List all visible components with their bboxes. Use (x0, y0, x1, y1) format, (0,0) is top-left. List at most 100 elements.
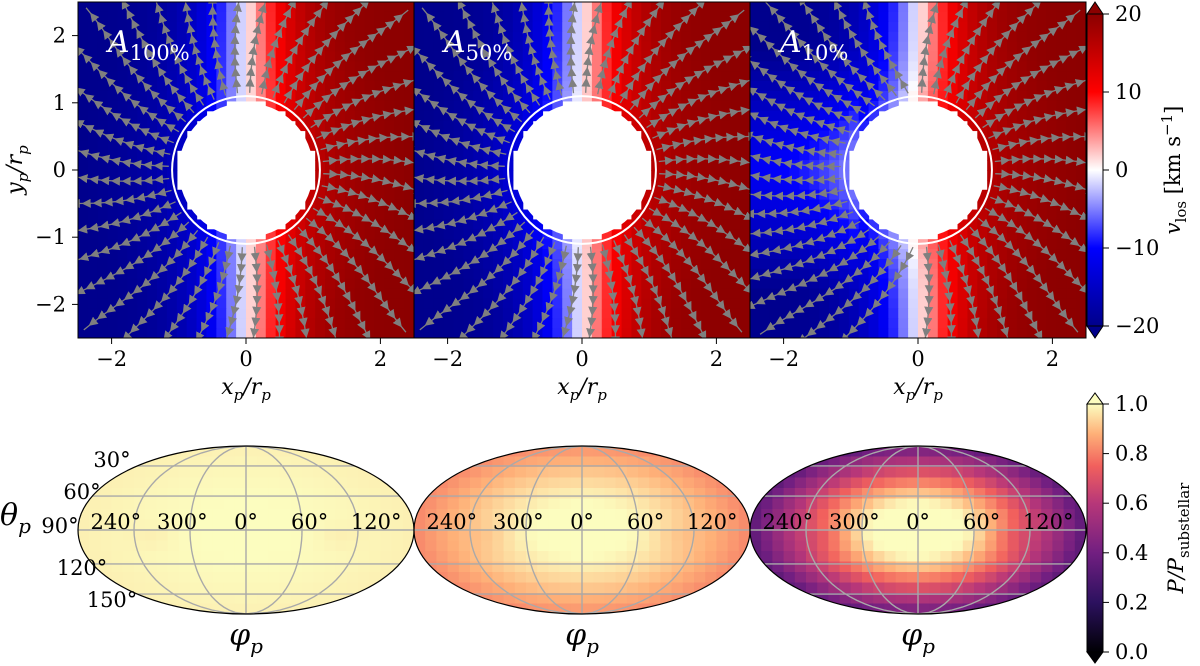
velocity-cell (512, 288, 524, 300)
pressure-cell (481, 519, 493, 531)
pressure-cell (481, 509, 493, 521)
pressure-cell (1007, 488, 1020, 500)
velocity-cell (740, 21, 750, 33)
pressure-cell (100, 519, 113, 531)
pressure-cell (694, 509, 706, 521)
velocity-cell (453, 278, 465, 290)
pressure-cell (817, 540, 829, 552)
pressure-cell (391, 509, 404, 521)
velocity-cell (621, 61, 633, 72)
pressure-cell (492, 551, 505, 563)
pressure-cell (985, 572, 997, 584)
pressure-cell (895, 456, 908, 468)
pressure-cell (134, 446, 146, 458)
velocity-cell (730, 170, 741, 181)
pressure-cell (727, 446, 740, 458)
velocity-cell (1046, 249, 1057, 260)
colorbar-tick-label: 1.0 (1115, 392, 1148, 416)
velocity-cell (196, 229, 208, 240)
velocity-cell (127, 160, 138, 171)
streamline (659, 169, 750, 208)
velocity-cell (473, 110, 484, 122)
velocity-cell (878, 229, 889, 240)
pressure-cell (570, 456, 583, 468)
velocity-cell (374, 308, 385, 319)
velocity-cell (384, 120, 395, 132)
velocity-cell (1056, 328, 1067, 338)
velocity-cell (443, 229, 455, 240)
pressure-cell (839, 488, 852, 500)
pressure-cell (391, 477, 404, 489)
pressure-cell (369, 477, 381, 489)
velocity-cell (927, 239, 939, 250)
velocity-cell (572, 308, 583, 319)
velocity-cell (433, 2, 445, 13)
colorbar-bar (1086, 403, 1104, 653)
velocity-cell (453, 229, 465, 240)
velocity-cell (769, 2, 781, 13)
pressure-cell (705, 572, 717, 584)
pressure-cell (100, 498, 113, 510)
pressure-cell (682, 488, 695, 500)
velocity-cell (344, 71, 356, 82)
pressure-cell (738, 488, 750, 500)
velocity-cell (414, 258, 425, 270)
velocity-cell (1076, 61, 1086, 72)
pressure-cell (682, 572, 695, 584)
pressure-cell (1052, 498, 1065, 510)
velocity-cell (769, 150, 781, 161)
velocity-cell (344, 328, 356, 338)
velocity-cell (878, 328, 889, 338)
velocity-cell (1026, 81, 1038, 92)
velocity-cell (779, 219, 791, 230)
pressure-cell (772, 593, 785, 605)
velocity-cell (1066, 2, 1077, 13)
velocity-cell (275, 90, 287, 102)
pressure-cell (313, 561, 325, 573)
pressure-cell (626, 509, 639, 521)
pressure-cell (884, 551, 897, 563)
velocity-cell (710, 239, 721, 250)
velocity-cell (502, 11, 514, 23)
velocity-cell (265, 328, 277, 338)
velocity-cell (759, 51, 771, 62)
pressure-cell (593, 530, 605, 542)
velocity-cell (779, 189, 791, 201)
velocity-cell (838, 179, 850, 191)
velocity-cell (97, 90, 109, 102)
velocity-cell (1046, 2, 1057, 13)
velocity-cell (1036, 140, 1048, 151)
pressure-cell (201, 530, 213, 542)
velocity-cell (997, 268, 1008, 280)
velocity-cell (433, 179, 445, 191)
velocity-cell (769, 199, 781, 211)
pressure-cell (268, 498, 281, 510)
velocity-cell (838, 130, 850, 141)
velocity-cell (591, 90, 603, 102)
pressure-cell (402, 477, 414, 489)
pressure-cell (918, 456, 930, 468)
velocity-cell (819, 110, 830, 122)
pressure-cell (134, 467, 146, 479)
velocity-cell (344, 239, 356, 250)
velocity-cell (463, 110, 474, 122)
velocity-cell (87, 140, 99, 151)
planet-ring (843, 95, 993, 245)
velocity-cell (502, 21, 514, 33)
pressure-cell (615, 498, 628, 510)
pressure-cell (873, 456, 885, 468)
pressure-cell (1074, 446, 1086, 458)
pressure-cell (290, 530, 303, 542)
pressure-cell (951, 593, 964, 605)
pressure-cell (783, 488, 796, 500)
pressure-cell (604, 593, 617, 605)
velocity-cell (78, 239, 89, 250)
pressure-cell (761, 593, 773, 605)
velocity-cell (740, 150, 750, 161)
velocity-cell (265, 288, 277, 300)
velocity-cell (582, 258, 593, 270)
pressure-cell (145, 593, 157, 605)
colorbar-tick-label: 0 (1115, 158, 1128, 182)
velocity-cell (275, 41, 287, 53)
pressure-cell (78, 456, 90, 468)
